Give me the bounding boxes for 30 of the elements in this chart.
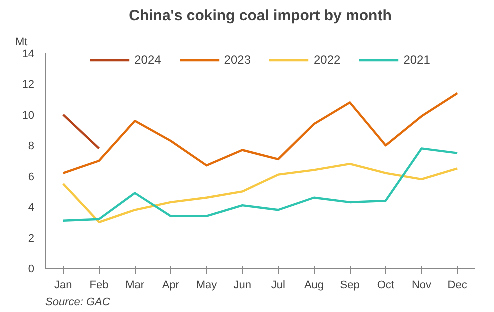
y-tick-label: 4 (28, 202, 35, 214)
y-tick-label: 2 (28, 232, 35, 245)
x-tick-label: Jan (54, 280, 72, 292)
x-tick-label: Nov (412, 280, 432, 292)
y-tick-label: 12 (22, 79, 35, 92)
y-tick-label: 10 (22, 110, 35, 122)
x-tick-label: Dec (448, 280, 468, 292)
x-tick-label: May (196, 280, 218, 292)
x-tick-label: Jun (234, 280, 252, 292)
line-series (62, 148, 459, 222)
legend-label: 2022 (314, 53, 341, 67)
source-note: Source: GAC (46, 296, 110, 308)
y-tick-label: 8 (28, 140, 35, 153)
y-axis-title: Mt (16, 36, 28, 48)
y-tick-label: 14 (22, 48, 35, 60)
y-tick-label: 6 (28, 171, 35, 184)
x-tick-label: Feb (90, 280, 109, 292)
legend-label: 2021 (404, 53, 430, 67)
x-tick-label: Mar (126, 280, 145, 292)
line-series (62, 92, 459, 174)
line-series (62, 162, 459, 224)
x-tick-label: Jul (271, 280, 286, 292)
x-tick-label: Aug (304, 280, 324, 292)
x-tick-label: Oct (377, 280, 394, 292)
chart-title: China's coking coal import by month (129, 8, 392, 24)
x-tick-label: Apr (162, 280, 180, 292)
x-tick-label: Sep (340, 280, 360, 292)
legend-label: 2024 (134, 53, 162, 67)
y-tick-label: 0 (28, 264, 35, 276)
legend-label: 2023 (224, 53, 251, 67)
